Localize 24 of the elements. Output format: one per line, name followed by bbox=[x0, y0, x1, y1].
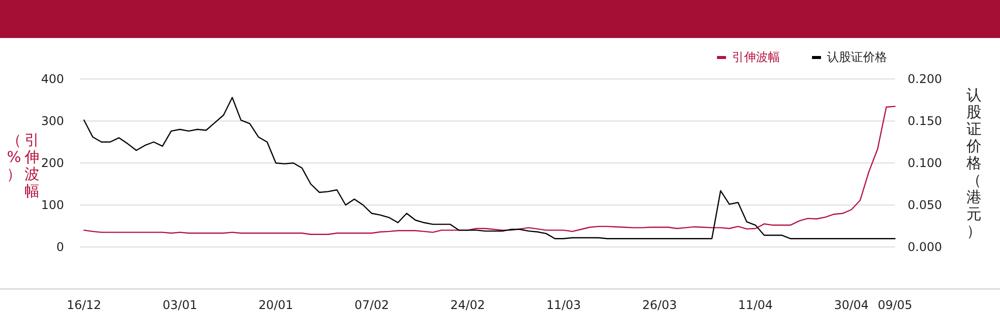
x-tick-label: 20/01 bbox=[258, 298, 294, 312]
legend-label: 引伸波幅 bbox=[732, 50, 780, 64]
y2-tick-label: 0.000 bbox=[908, 240, 942, 254]
y2-tick-label: 0.150 bbox=[908, 114, 942, 128]
x-tick-label: 11/03 bbox=[546, 298, 581, 312]
x-tick-label: 11/04 bbox=[738, 298, 773, 312]
y-tick-label: 300 bbox=[41, 114, 64, 128]
y2-tick-label: 0.050 bbox=[908, 198, 942, 212]
x-tick-label: 26/03 bbox=[642, 298, 677, 312]
x-tick-label: 24/02 bbox=[450, 298, 485, 312]
x-tick-label: 03/01 bbox=[162, 298, 198, 312]
text: 引伸波幅（%） bbox=[6, 131, 40, 200]
x-tick-label: 30/04 bbox=[834, 298, 869, 312]
y-tick-label: 400 bbox=[41, 72, 64, 86]
y2-tick-label: 0.100 bbox=[908, 156, 942, 170]
y2-tick-label: 0.200 bbox=[908, 72, 942, 86]
text: 认股证价格（港元） bbox=[966, 86, 982, 240]
y-tick-label: 0 bbox=[56, 240, 64, 254]
y-tick-label: 100 bbox=[41, 198, 64, 212]
x-tick-label: 16/12 bbox=[66, 298, 102, 312]
x-tick-label: 07/02 bbox=[354, 298, 390, 312]
x-tick-label: 09/05 bbox=[878, 298, 912, 312]
legend-label: 认股证价格 bbox=[827, 50, 887, 64]
y-tick-label: 200 bbox=[41, 156, 64, 170]
